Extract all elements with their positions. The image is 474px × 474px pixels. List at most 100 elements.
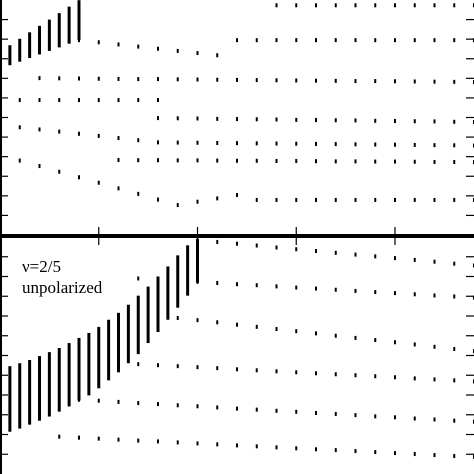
level-dot xyxy=(315,286,317,291)
level-dot xyxy=(433,377,436,382)
level-dot xyxy=(275,141,278,146)
level-dot xyxy=(394,3,396,8)
level-dot xyxy=(334,159,337,164)
level-dot xyxy=(354,335,357,340)
level-dot xyxy=(117,399,120,404)
level-dot xyxy=(334,411,337,416)
level-dot xyxy=(117,157,120,162)
level-dot xyxy=(275,445,278,450)
level-dot xyxy=(38,76,41,81)
level-dot xyxy=(255,283,258,288)
level-dot xyxy=(137,438,140,443)
level-dot xyxy=(157,402,159,407)
level-dot xyxy=(97,76,100,81)
level-dot xyxy=(275,245,278,250)
level-dot xyxy=(295,158,298,163)
level-dot xyxy=(453,378,456,383)
level-dot xyxy=(394,38,396,43)
level-dot xyxy=(117,76,120,81)
level-dot xyxy=(236,141,238,146)
level-dot xyxy=(176,403,179,408)
level-dot xyxy=(255,117,258,122)
level-dot xyxy=(394,256,396,261)
level-dot xyxy=(176,364,179,369)
level-dot xyxy=(216,281,219,286)
level-dot xyxy=(374,450,377,455)
level-dot xyxy=(0,123,1,128)
level-dot xyxy=(38,164,41,169)
level-dot xyxy=(315,141,317,146)
level-dot xyxy=(374,79,377,84)
annotation: ν=2/5 xyxy=(22,257,61,276)
level-dot xyxy=(295,285,298,290)
level-dot xyxy=(295,38,298,43)
level-dot xyxy=(433,293,436,298)
level-dot xyxy=(216,239,219,244)
level-dot xyxy=(157,140,159,145)
level-dot xyxy=(216,196,219,201)
range-bar xyxy=(166,266,170,320)
level-dot xyxy=(236,77,238,82)
level-dot xyxy=(255,78,258,83)
level-dot xyxy=(295,370,298,375)
level-dot xyxy=(255,141,258,146)
level-dot xyxy=(137,191,140,196)
level-dot xyxy=(255,368,258,373)
range-bar xyxy=(57,347,61,412)
level-dot xyxy=(433,3,436,8)
level-dot xyxy=(334,333,337,338)
level-dot xyxy=(196,441,199,446)
range-bar xyxy=(77,0,81,41)
level-dot xyxy=(255,444,258,449)
level-dot xyxy=(354,159,357,164)
level-dot xyxy=(295,117,298,122)
level-dot xyxy=(176,315,179,320)
range-bar xyxy=(8,45,12,66)
level-dot xyxy=(374,338,377,343)
level-dot xyxy=(413,257,416,262)
level-dot xyxy=(236,282,238,287)
level-dot xyxy=(354,252,357,257)
level-dot xyxy=(157,158,159,163)
level-dot xyxy=(157,46,159,51)
range-bar xyxy=(117,312,120,373)
level-dot xyxy=(176,278,179,283)
level-dot xyxy=(38,395,41,400)
level-dot xyxy=(196,279,199,284)
level-dot xyxy=(137,276,140,281)
level-dot xyxy=(394,197,396,202)
level-dot xyxy=(157,77,159,82)
level-dot xyxy=(413,376,416,381)
level-dot xyxy=(255,243,258,248)
level-dot xyxy=(157,116,159,121)
level-dot xyxy=(58,396,61,401)
range-bar xyxy=(87,332,91,396)
level-dot xyxy=(374,142,377,147)
level-dot xyxy=(196,77,199,82)
level-dot xyxy=(315,249,317,254)
level-dot xyxy=(433,38,436,43)
level-dot xyxy=(78,131,80,136)
level-dot xyxy=(157,277,159,282)
level-dot xyxy=(236,367,238,372)
level-dot xyxy=(216,405,219,410)
level-dot xyxy=(236,443,238,448)
level-dot xyxy=(236,38,238,43)
level-dot xyxy=(334,250,337,255)
level-dot xyxy=(58,434,61,439)
level-dot xyxy=(374,414,377,419)
level-dot xyxy=(236,322,238,327)
level-dot xyxy=(157,197,159,202)
level-dot xyxy=(157,439,159,444)
level-dot xyxy=(413,3,416,8)
level-dot xyxy=(354,3,357,8)
level-dot xyxy=(394,159,396,164)
level-dot xyxy=(97,98,100,103)
level-dot xyxy=(58,76,61,81)
range-bar xyxy=(146,286,150,344)
range-bar xyxy=(28,32,32,58)
level-dot xyxy=(137,362,140,367)
level-dot xyxy=(78,397,80,402)
level-dot xyxy=(117,437,120,442)
